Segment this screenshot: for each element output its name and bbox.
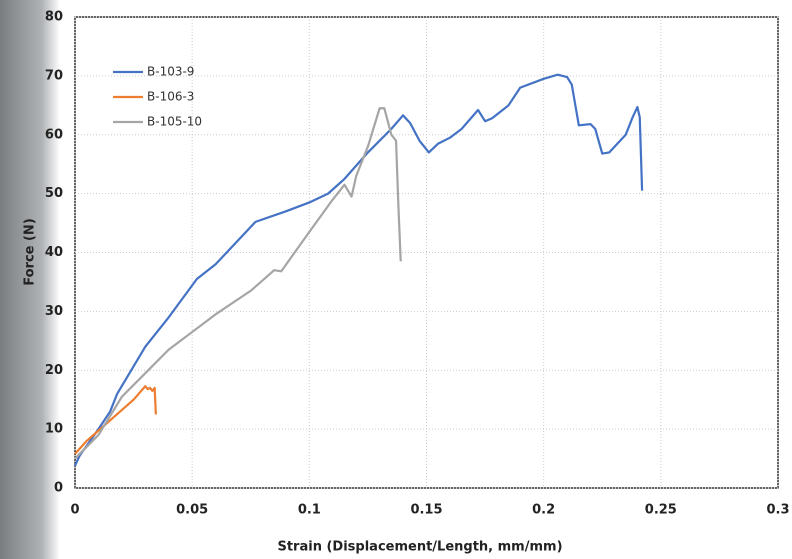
legend-label: B-106-3 xyxy=(147,90,194,104)
series-line xyxy=(74,385,157,455)
series-line xyxy=(74,107,402,460)
y-tick-label: 30 xyxy=(45,304,63,319)
x-tick-label: 0.3 xyxy=(766,503,789,518)
y-tick-label: 40 xyxy=(45,245,63,260)
y-tick-label: 80 xyxy=(45,10,63,25)
x-tick-label: 0.2 xyxy=(532,503,555,518)
y-axis-label: Force (N) xyxy=(23,218,38,286)
y-tick-label: 50 xyxy=(45,186,63,201)
x-tick-label: 0.05 xyxy=(176,503,208,518)
legend-label: B-105-10 xyxy=(147,115,202,129)
x-tick-label: 0.1 xyxy=(298,503,321,518)
y-tick-label: 60 xyxy=(45,127,63,142)
y-tick-label: 70 xyxy=(45,68,63,83)
y-tick-label: 10 xyxy=(45,422,63,437)
background-photo xyxy=(0,0,60,559)
series-line xyxy=(74,73,644,467)
legend-label: B-103-9 xyxy=(147,65,194,79)
x-tick-label: 0.25 xyxy=(645,503,677,518)
x-tick-label: 0 xyxy=(70,503,79,518)
y-tick-label: 20 xyxy=(45,363,63,378)
x-tick-label: 0.15 xyxy=(410,503,442,518)
x-axis-label: Strain (Displacement/Length, mm/mm) xyxy=(277,540,562,555)
y-tick-label: 0 xyxy=(54,481,63,496)
